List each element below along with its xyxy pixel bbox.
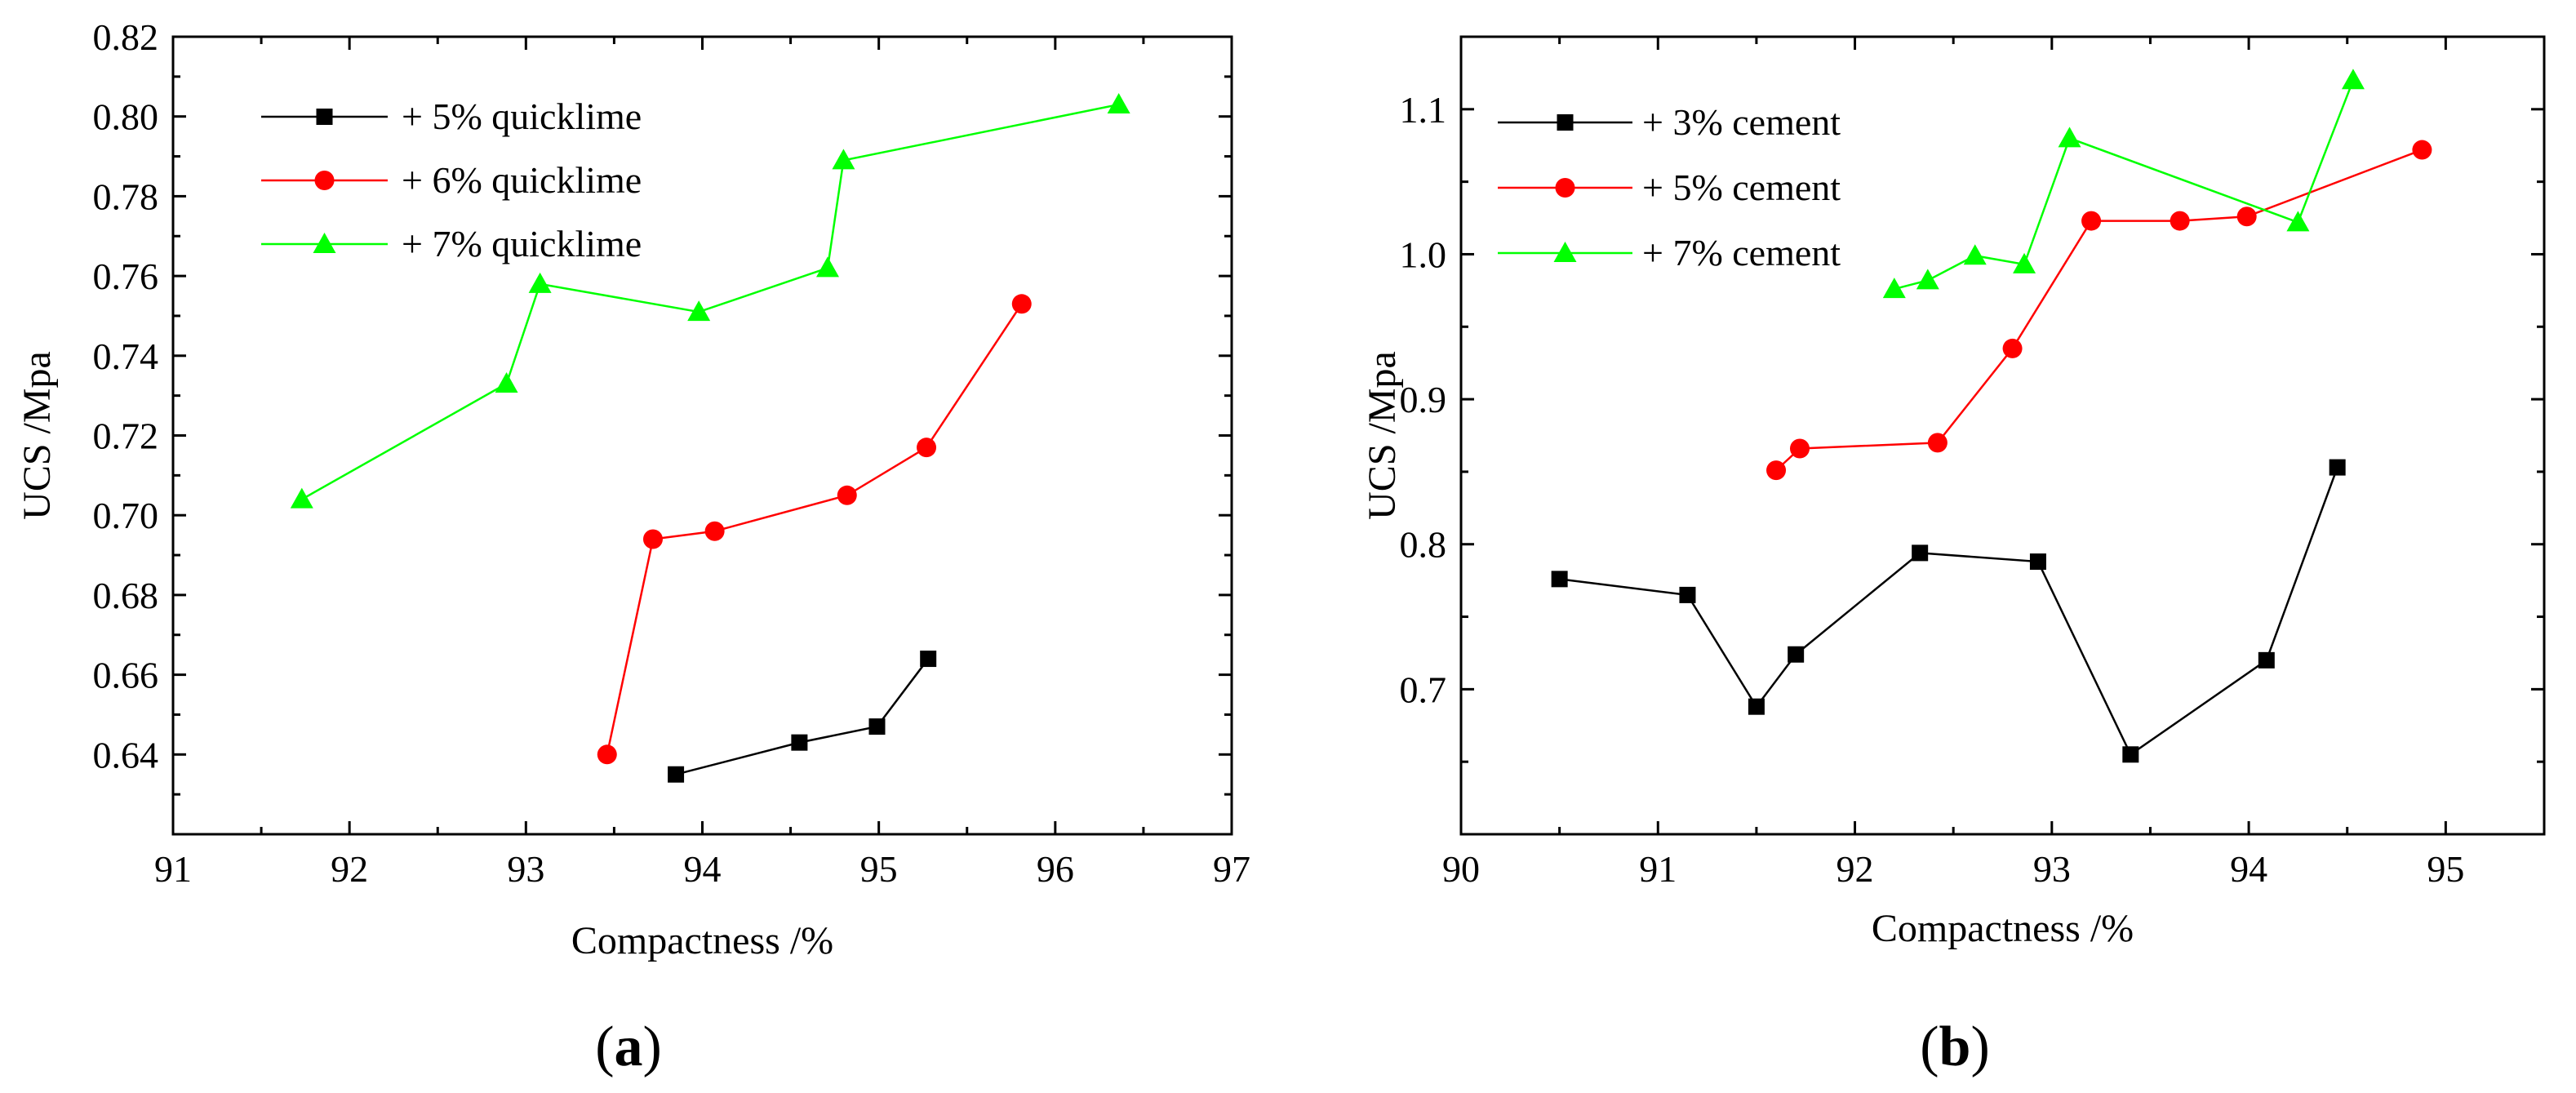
x-tick-label: 94	[684, 848, 722, 890]
y-tick-label: 0.66	[93, 655, 159, 696]
legend-marker-2	[1555, 178, 1575, 198]
panel-a-chart: 91 92 93 94 95 96 97 0.64 0.66 0.68 0.70 0.72 0.74 0.…	[16, 16, 1250, 1078]
data-point-series-3	[2286, 211, 2310, 232]
y-tick-label: 0.76	[93, 255, 159, 297]
data-point-series-2	[1789, 438, 1810, 459]
data-point-series-2	[837, 485, 857, 505]
data-point-series-1	[2029, 553, 2046, 571]
data-point-series-3	[1107, 93, 1130, 114]
y-tick-label: 0.7	[1400, 669, 1447, 710]
series-line-1	[1559, 467, 2338, 757]
data-point-series-1	[920, 651, 937, 668]
x-tick-label: 91	[1639, 848, 1677, 890]
x-tick-label: 93	[507, 848, 544, 890]
plot-frame	[1459, 35, 2546, 836]
panel-label: (a)	[595, 1015, 662, 1078]
data-point-series-1	[2122, 746, 2139, 763]
data-point-series-3	[528, 272, 552, 293]
data-point-series-3	[1916, 269, 1939, 290]
data-point-series-2	[1766, 460, 1787, 481]
panel-b-chart: 90 91 92 93 94 95 0.7 0.8 0.9 1.0 1.1 Compactness /…	[1361, 35, 2546, 1078]
data-point-series-1	[868, 718, 886, 735]
data-point-series-3	[2058, 127, 2081, 148]
x-tick-label: 96	[1037, 848, 1074, 890]
panel-label: (b)	[1920, 1015, 1990, 1078]
x-tick-label: 91	[154, 848, 192, 890]
data-point-series-1	[2258, 651, 2275, 669]
series-line-2	[1775, 149, 2423, 472]
data-point-series-1	[791, 734, 808, 751]
data-point-series-2	[1927, 433, 1948, 453]
y-tick-label: 0.74	[93, 335, 159, 377]
data-point-series-1	[1788, 646, 1805, 663]
data-point-series-1	[1748, 698, 1765, 715]
y-tick-label: 0.70	[93, 495, 159, 536]
x-tick-label: 92	[1837, 848, 1874, 890]
data-point-series-2	[917, 438, 937, 458]
data-point-series-1	[1912, 544, 1929, 562]
data-point-series-3	[1963, 244, 1987, 265]
x-tick-label: 94	[2230, 848, 2267, 890]
x-axis-title: Compactness /%	[571, 919, 833, 962]
data-point-series-2	[2236, 207, 2257, 227]
series-line-3	[1894, 79, 2355, 291]
x-tick-label: 97	[1213, 848, 1250, 890]
data-point-series-3	[832, 149, 855, 170]
data-point-series-1	[668, 766, 685, 783]
legend-marker-3	[313, 233, 336, 253]
plot-frame	[171, 35, 1233, 836]
y-tick-label: 0.8	[1400, 524, 1447, 566]
data-point-series-1	[1551, 571, 1568, 588]
data-point-series-2	[597, 744, 617, 765]
data-point-series-2	[2170, 211, 2190, 231]
data-point-series-2	[1011, 294, 1032, 314]
legend-marker-3	[1553, 242, 1577, 262]
legend-marker-1	[1557, 114, 1574, 131]
x-tick-label: 95	[2427, 848, 2464, 890]
legend-label-1: + 3% cement	[1642, 101, 1841, 143]
y-tick-label: 0.72	[93, 415, 159, 457]
legend-marker-2	[314, 171, 335, 190]
data-point-series-3	[815, 256, 839, 278]
data-point-series-1	[1679, 586, 1696, 603]
legend-label-1: + 5% quicklime	[402, 96, 642, 137]
data-point-series-3	[687, 300, 711, 322]
series-line-2	[606, 303, 1023, 755]
data-point-series-3	[2013, 252, 2036, 273]
y-tick-label: 0.64	[93, 734, 159, 775]
data-point-series-2	[2412, 140, 2432, 160]
panel-label-letter: b	[1939, 1015, 1971, 1078]
y-tick-label: 1.1	[1400, 89, 1447, 131]
data-point-series-2	[642, 529, 663, 549]
x-axis-title: Compactness /%	[1872, 907, 2134, 950]
x-tick-label: 92	[331, 848, 368, 890]
data-point-series-3	[495, 371, 518, 393]
y-axis-title: UCS /Mpa	[16, 351, 59, 520]
data-point-series-3	[2341, 69, 2365, 90]
data-point-series-3	[290, 487, 313, 509]
legend-label-2: + 6% quicklime	[402, 159, 642, 201]
legend-marker-1	[316, 109, 333, 125]
legend-label-2: + 5% cement	[1642, 167, 1841, 208]
x-tick-label: 93	[2033, 848, 2071, 890]
panel-label-letter: a	[615, 1015, 643, 1078]
y-tick-label: 0.82	[93, 16, 159, 58]
y-axis-title: UCS /Mpa	[1361, 351, 1404, 520]
y-tick-label: 1.0	[1400, 233, 1447, 275]
legend-label-3: + 7% quicklime	[402, 223, 642, 264]
y-tick-label: 0.9	[1400, 379, 1447, 420]
x-tick-label: 95	[860, 848, 898, 890]
y-tick-label: 0.78	[93, 176, 159, 217]
y-tick-label: 0.80	[93, 96, 159, 138]
x-tick-label: 90	[1442, 848, 1480, 890]
data-point-series-2	[704, 521, 725, 541]
y-tick-label: 0.68	[93, 575, 159, 616]
legend-label-3: + 7% cement	[1642, 232, 1841, 273]
data-point-series-2	[2081, 211, 2102, 231]
data-point-series-2	[2002, 338, 2023, 358]
data-point-series-3	[1882, 278, 1906, 299]
series-line-1	[675, 658, 930, 775]
data-point-series-1	[2329, 459, 2346, 476]
